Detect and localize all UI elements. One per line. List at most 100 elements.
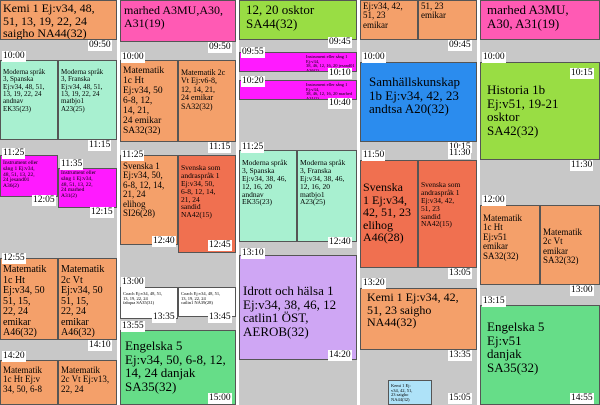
lesson-block[interactable]: Matematik 1c Ht Ej:v34, 50 6-8, 12, 14, … — [120, 60, 178, 142]
lesson-text: marhed A3MU,A30, A31(19) — [124, 3, 223, 30]
lesson-text: Matematik 2c Vt Ej:v13, 22, 24 — [61, 365, 110, 394]
column-divider — [477, 0, 480, 405]
lesson-text: Svenska som andraspråk 1 Ej:v34, 42, 51,… — [421, 180, 461, 229]
lesson-text: Svenska som andraspråk 1 Ej:v34, 50, 6-8… — [181, 163, 221, 220]
time-label: 12:05 — [32, 195, 56, 206]
time-label: 11:35 — [60, 159, 84, 170]
lesson-block[interactable]: Svenska som andraspråk 1 Ej:v34, 50, 6-8… — [178, 155, 236, 253]
time-label: 09:50 — [208, 42, 232, 53]
lesson-block[interactable]: Matematik 2c Vt Ej:v34, 50 51, 15, 22, 2… — [58, 258, 117, 340]
time-label: 11:25 — [121, 150, 145, 161]
time-label: 10:15 — [448, 142, 472, 153]
lesson-text: Instrument eller sång 1 Ej:v34, 48, 51, … — [3, 160, 38, 190]
time-label: 12:40 — [152, 236, 176, 247]
lesson-block[interactable]: Matematik 1c Ht Ej:v34, 50 51, 15, 22, 2… — [0, 258, 58, 340]
lesson-text: Matematik 2c Vt Ej:v34, 50 51, 15, 22, 2… — [61, 264, 105, 338]
time-label: 09:55 — [241, 47, 265, 58]
lesson-block[interactable]: Instrument eller sång 1 Ej:v34, 48, 51, … — [0, 155, 58, 197]
time-label: 14:10 — [88, 340, 112, 351]
column-divider — [117, 0, 120, 405]
time-label: 11:15 — [208, 142, 232, 153]
lesson-text: Engelska 5 Ej:v34, 50, 6-8, 12, 14, 24 d… — [125, 338, 226, 394]
lesson-block[interactable]: Samhällskunskap 1b Ej:v34, 42, 23 andtsa… — [360, 62, 477, 142]
lesson-text: marhed A3MU, A30, A31(19) — [487, 2, 569, 31]
time-label: 13:15 — [482, 296, 506, 307]
lesson-block[interactable]: Instrument eller sång 1 Ej:v34, 38, 46, … — [239, 52, 357, 72]
lesson-block[interactable]: Moderna språk 3, Franska Ej:v34, 48, 51,… — [58, 60, 117, 140]
lesson-text: 12, 20 osktor SA44(32) — [246, 2, 315, 31]
time-label: 10:00 — [362, 52, 386, 63]
lesson-block[interactable]: Moderna språk 3, Franska Ej:v34, 38, 46,… — [297, 150, 357, 242]
column-divider — [357, 0, 360, 405]
lesson-text: Idrott och hälsa 1 Ej:v34, 38, 46, 12 ca… — [243, 283, 337, 339]
time-label: 15:00 — [208, 393, 232, 404]
time-label: 12:00 — [482, 195, 506, 206]
lesson-block[interactable]: Idrott och hälsa 1 Ej:v34, 38, 46, 12 ca… — [239, 255, 357, 360]
time-label: 13:45 — [208, 312, 232, 323]
time-label: 13:00 — [121, 277, 145, 288]
lesson-block[interactable]: Moderna språk 3, Spanska Ej:v34, 38, 46,… — [239, 150, 297, 242]
lesson-text: Matematik 1c Ht Ej:v 34, 50, 6-8 — [3, 365, 42, 394]
lesson-block[interactable]: marhed A3MU,A30, A31(19) — [120, 0, 236, 42]
lesson-block[interactable]: Kemi 1 Ej: v34, 42, 51, 23 saigho NA44(3… — [388, 380, 432, 405]
lesson-block[interactable]: Ej:v34, 42, 51, 23 emikar — [360, 0, 418, 40]
lesson-text: Instrument eller sång 1 Ej:v34, 38, 46, … — [306, 82, 353, 100]
lesson-block[interactable]: 12, 20 osktor SA44(32) — [239, 0, 357, 40]
lesson-block[interactable]: Engelska 5 Ej:v51 danjak SA35(32) — [480, 305, 600, 405]
lesson-text: 51, 23 emikar — [421, 1, 446, 21]
lesson-block[interactable]: Kemi 1 Ej:v34, 42, 51, 23 saigho NA44(32… — [360, 288, 477, 350]
lesson-text: Ej:v34, 42, 51, 23 emikar — [363, 1, 403, 30]
time-label: 10:00 — [2, 51, 26, 62]
time-label: 14:20 — [2, 351, 26, 362]
time-label: 11:15 — [88, 140, 112, 151]
time-label: 14:20 — [328, 350, 352, 361]
lesson-block[interactable]: Kemi 1 Ej:v34, 48, 51, 13, 19, 22, 24 sa… — [0, 0, 117, 40]
lesson-text: Moderna språk 3, Franska Ej:v34, 48, 51,… — [61, 68, 104, 113]
time-label: 10:15 — [570, 68, 594, 79]
lesson-text: Engelska 5 Ej:v51 danjak SA35(32) — [487, 319, 545, 375]
time-label: 10:00 — [482, 52, 506, 63]
lesson-block[interactable]: Engelska 5 Ej:v34, 50, 6-8, 12, 14, 24 d… — [120, 330, 236, 405]
lesson-block[interactable]: Instrument eller sång 1 Ej:v34, 38, 46, … — [239, 80, 357, 100]
lesson-text: Instrument eller sång 1 Ej:v34, 38, 46, … — [306, 54, 355, 72]
time-label: 09:45 — [328, 37, 352, 48]
lesson-block[interactable]: Matematik 1c Ht Ej:v 34, 50, 6-8 — [0, 360, 58, 405]
time-label: 11:30 — [448, 148, 472, 159]
lesson-block[interactable]: Instrument eller sång 1 Ej:v34, 48, 51, … — [58, 168, 117, 208]
lesson-block[interactable]: Matematik 2c Vt Ej:v13, 22, 24 — [58, 360, 117, 405]
time-label: 13:05 — [448, 268, 472, 279]
lesson-block[interactable]: Svenska 1 Ej:v34, 50, 6-8, 12, 14, 21, 2… — [120, 155, 178, 245]
lesson-text: Moderna språk 3, Spanska Ej:v34, 48, 51,… — [3, 68, 46, 113]
time-label: 10:20 — [241, 76, 265, 87]
lesson-block[interactable]: Matematik 1c Ht Ej:v51 emikar SA32(32) — [480, 205, 540, 285]
lesson-text: Samhällskunskap 1b Ej:v34, 42, 23 andtsa… — [369, 74, 460, 117]
lesson-text: Coach Ej:v34, 48, 51, 13, 19, 22, 24 fab… — [123, 291, 163, 306]
time-label: 12:45 — [208, 240, 232, 251]
lesson-block[interactable]: 51, 23 emikar — [418, 0, 477, 40]
lesson-text: Kemi 1 Ej:v34, 48, 51, 13, 19, 22, 24 sa… — [3, 1, 95, 40]
time-label: 14:55 — [570, 393, 594, 404]
lesson-block[interactable]: Matematik 2c Vt Ej:v6-8, 12, 14, 21, 24 … — [178, 60, 236, 142]
lesson-block[interactable]: Svenska 1 Ej:v34, 42, 51, 23 elihog A46(… — [360, 160, 418, 268]
lesson-text: Coach Ej:v34, 48, 51, 13, 19, 22, 24 cat… — [181, 291, 221, 306]
lesson-text: Matematik 1c Ht Ej:v34, 50 51, 15, 22, 2… — [3, 264, 47, 338]
lesson-text: Historia 1b Ej:v51, 19-21 osktor SA42(32… — [487, 82, 559, 138]
time-label: 09:50 — [88, 40, 112, 51]
time-label: 12:15 — [90, 207, 114, 218]
time-label: 13:55 — [121, 321, 145, 332]
time-label: 11:25 — [241, 142, 265, 153]
lesson-text: Kemi 1 Ej:v34, 42, 51, 23 saigho NA44(32… — [367, 290, 459, 330]
lesson-text: Kemi 1 Ej: v34, 42, 51, 23 saigho NA44(3… — [391, 383, 413, 403]
time-label: 13:35 — [448, 350, 472, 361]
time-label: 13:00 — [570, 285, 594, 296]
time-label: 11:50 — [362, 150, 386, 161]
lesson-text: Matematik 1c Ht Ej:v51 emikar SA32(32) — [483, 213, 522, 261]
lesson-block[interactable]: Svenska som andraspråk 1 Ej:v34, 42, 51,… — [418, 160, 477, 268]
time-label: 13:20 — [362, 278, 386, 289]
lesson-text: Matematik 1c Ht Ej:v34, 50 6-8, 12, 14, … — [123, 66, 165, 136]
lesson-block[interactable]: Matematik 2c Vt emikar SA32(32) — [540, 205, 600, 285]
lesson-block[interactable]: marhed A3MU, A30, A31(19) — [480, 0, 600, 40]
lesson-block[interactable]: Moderna språk 3, Spanska Ej:v34, 48, 51,… — [0, 60, 58, 140]
time-label: 12:55 — [2, 253, 26, 264]
